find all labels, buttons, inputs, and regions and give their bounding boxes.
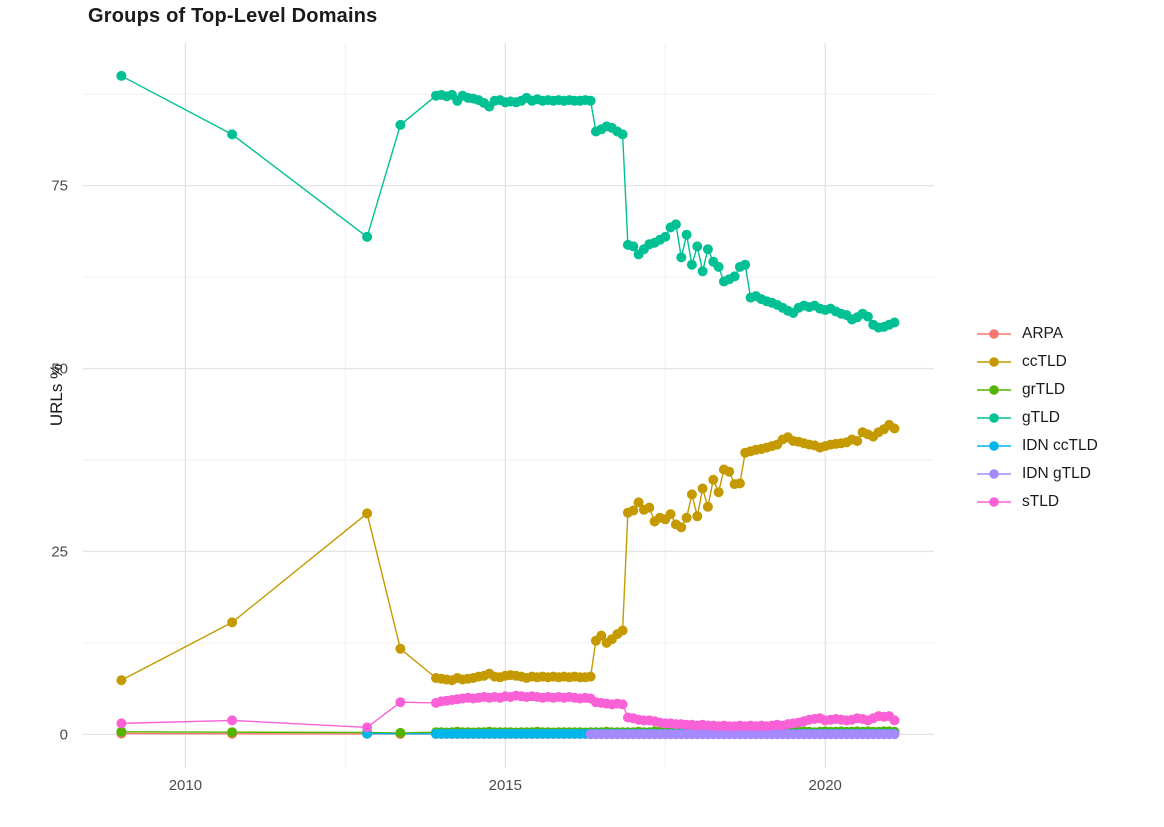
data-point bbox=[585, 671, 596, 682]
chart-title: Groups of Top-Level Domains bbox=[88, 5, 378, 27]
data-point bbox=[692, 241, 703, 252]
data-point bbox=[362, 231, 373, 242]
legend-key-icon bbox=[977, 469, 1011, 479]
data-point bbox=[713, 487, 724, 498]
series-line-ccTLD bbox=[121, 424, 895, 681]
legend-label: IDN gTLD bbox=[1022, 465, 1091, 482]
data-point bbox=[889, 715, 900, 726]
y-tick-label: 75 bbox=[51, 178, 68, 195]
series-points-sTLD bbox=[116, 690, 900, 733]
series-points-ccTLD bbox=[116, 419, 900, 686]
legend-item-IDN-ccTLD: IDN ccTLD bbox=[976, 432, 1098, 460]
data-point bbox=[227, 727, 238, 738]
data-point bbox=[617, 699, 628, 710]
legend-item-gTLD: gTLD bbox=[976, 404, 1098, 432]
data-point bbox=[889, 317, 900, 328]
legend-item-ARPA: ARPA bbox=[976, 320, 1098, 348]
data-point bbox=[227, 617, 238, 628]
data-point bbox=[670, 219, 681, 230]
legend-key-icon bbox=[977, 497, 1011, 507]
y-tick-label: 0 bbox=[60, 726, 68, 743]
data-point bbox=[862, 311, 873, 322]
data-point bbox=[692, 511, 703, 522]
data-point bbox=[665, 509, 676, 520]
data-point bbox=[702, 244, 713, 255]
legend-label: ARPA bbox=[1022, 325, 1064, 342]
data-point bbox=[686, 259, 697, 270]
data-point bbox=[116, 726, 127, 737]
y-axis-title: URLs % bbox=[47, 363, 66, 427]
series-points-IDN-gTLD bbox=[585, 729, 900, 740]
legend-label: ccTLD bbox=[1022, 353, 1067, 370]
data-point bbox=[681, 229, 692, 240]
data-point bbox=[395, 727, 406, 738]
data-point bbox=[395, 643, 406, 654]
data-point bbox=[889, 729, 900, 740]
legend-label: sTLD bbox=[1022, 493, 1060, 510]
data-point bbox=[697, 266, 708, 277]
data-point bbox=[708, 474, 719, 485]
x-tick-label: 2020 bbox=[809, 777, 842, 794]
x-tick-label: 2015 bbox=[489, 777, 522, 794]
data-point bbox=[713, 261, 724, 272]
legend-item-ccTLD: ccTLD bbox=[976, 348, 1098, 376]
series-points-gTLD bbox=[116, 70, 900, 333]
y-tick-label: 50 bbox=[51, 361, 68, 378]
data-point bbox=[852, 436, 863, 446]
data-point bbox=[585, 95, 596, 106]
legend-label: IDN ccTLD bbox=[1022, 437, 1098, 454]
data-point bbox=[596, 630, 607, 641]
data-point bbox=[628, 241, 639, 252]
legend-item-grTLD: grTLD bbox=[976, 376, 1098, 404]
data-point bbox=[116, 718, 127, 729]
data-point bbox=[889, 423, 900, 434]
data-point bbox=[734, 478, 745, 489]
data-point bbox=[676, 522, 687, 533]
data-point bbox=[702, 501, 713, 512]
legend-key-icon bbox=[977, 357, 1011, 367]
data-point bbox=[644, 502, 655, 513]
data-point bbox=[395, 119, 406, 130]
data-point bbox=[617, 129, 628, 140]
data-point bbox=[676, 252, 687, 263]
data-point bbox=[362, 722, 373, 733]
data-point bbox=[617, 625, 628, 636]
data-point bbox=[116, 70, 127, 81]
legend-key-icon bbox=[977, 385, 1011, 395]
y-tick-label: 25 bbox=[51, 543, 68, 560]
data-point bbox=[660, 231, 671, 242]
data-point bbox=[628, 505, 639, 516]
legend: ARPA ccTLD grTLD gTLD IDN ccTLD IDN gTLD sTLD bbox=[976, 320, 1098, 516]
x-tick-label: 2010 bbox=[169, 777, 202, 794]
data-point bbox=[227, 129, 238, 140]
data-point bbox=[116, 675, 127, 686]
legend-label: grTLD bbox=[1022, 381, 1066, 398]
data-point bbox=[362, 508, 373, 519]
legend-key-icon bbox=[977, 441, 1011, 451]
legend-label: gTLD bbox=[1022, 409, 1060, 426]
data-point bbox=[697, 483, 708, 494]
legend-item-sTLD: sTLD bbox=[976, 488, 1098, 516]
data-point bbox=[681, 512, 692, 523]
legend-key-icon bbox=[977, 413, 1011, 423]
series-line-gTLD bbox=[121, 75, 895, 329]
legend-key-icon bbox=[977, 329, 1011, 339]
data-point bbox=[686, 489, 697, 500]
data-point bbox=[227, 715, 238, 726]
data-point bbox=[633, 497, 644, 508]
legend-item-IDN-gTLD: IDN gTLD bbox=[976, 460, 1098, 488]
data-point bbox=[740, 259, 751, 270]
data-point bbox=[395, 697, 406, 708]
data-point bbox=[724, 466, 735, 477]
data-point bbox=[729, 271, 740, 282]
